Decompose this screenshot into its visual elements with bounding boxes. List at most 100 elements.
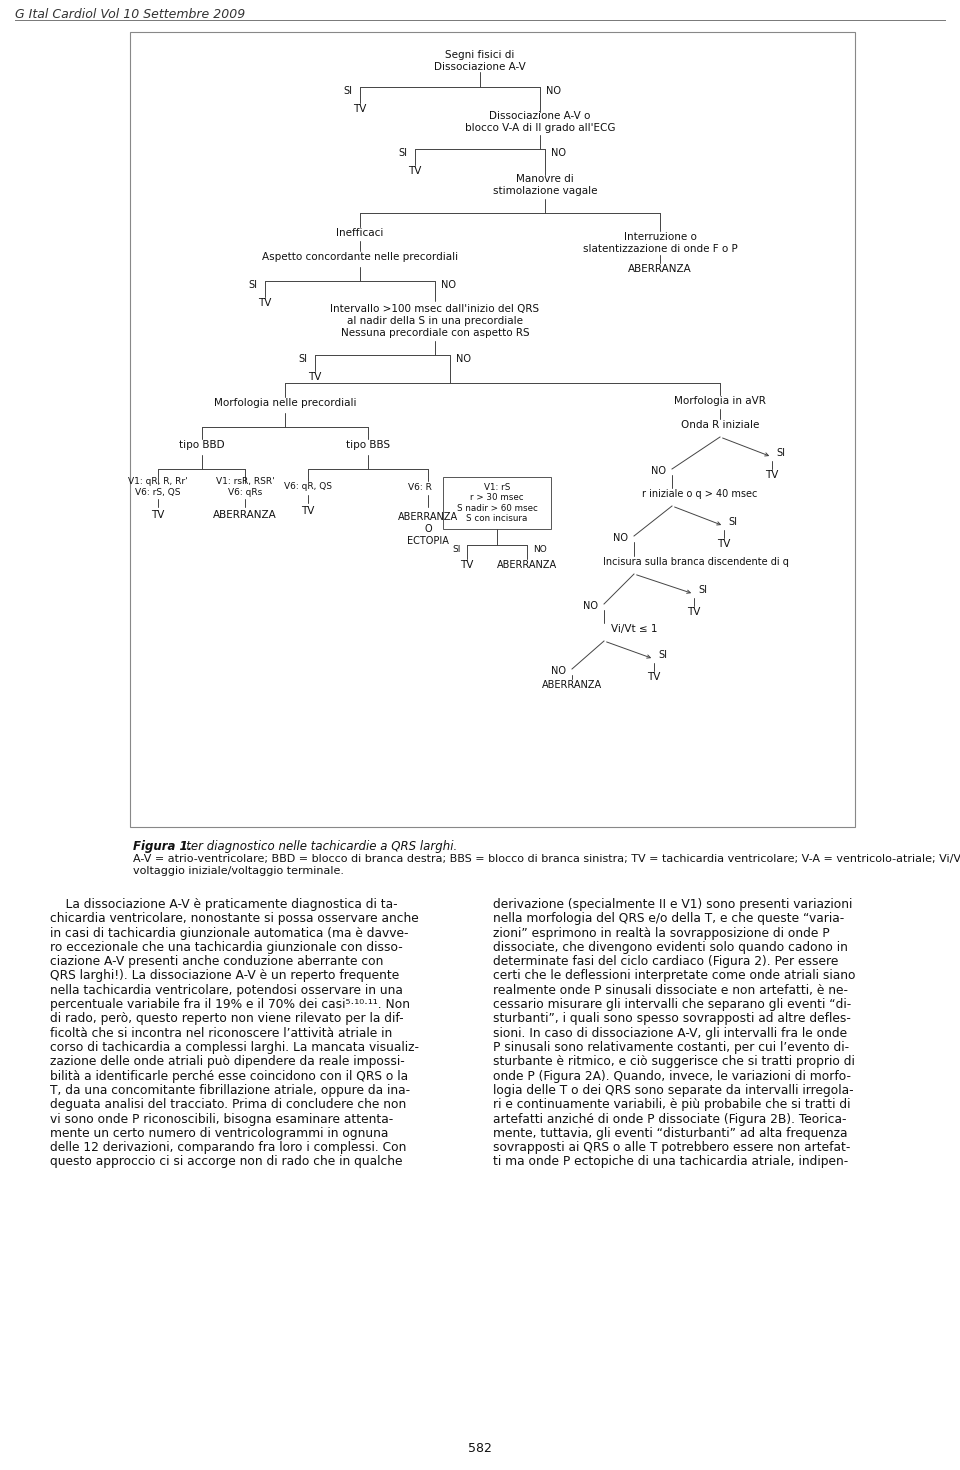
- Text: V6: qR, QS: V6: qR, QS: [284, 482, 332, 491]
- Text: A-V = atrio-ventricolare; BBD = blocco di branca destra; BBS = blocco di branca : A-V = atrio-ventricolare; BBD = blocco d…: [133, 854, 960, 864]
- Text: TV: TV: [258, 298, 272, 309]
- Text: ti ma onde P ectopiche di una tachicardia atriale, indipen-: ti ma onde P ectopiche di una tachicardi…: [493, 1155, 849, 1169]
- Text: sturbanti”, i quali sono spesso sovrapposti ad altre defles-: sturbanti”, i quali sono spesso sovrappo…: [493, 1013, 851, 1026]
- Text: V1: rsR, RSR'
V6: qRs: V1: rsR, RSR' V6: qRs: [216, 478, 275, 497]
- Text: ficoltà che si incontra nel riconoscere l’attività atriale in: ficoltà che si incontra nel riconoscere …: [50, 1026, 393, 1039]
- Text: realmente onde P sinusali dissociate e non artefatti, è ne-: realmente onde P sinusali dissociate e n…: [493, 983, 848, 997]
- Text: voltaggio iniziale/voltaggio terminale.: voltaggio iniziale/voltaggio terminale.: [133, 866, 344, 876]
- Text: SI: SI: [398, 148, 407, 157]
- Text: NO: NO: [613, 534, 628, 542]
- Text: SI: SI: [248, 279, 257, 290]
- Text: Inefficaci: Inefficaci: [336, 228, 384, 238]
- Text: ri e continuamente variabili, è più probabile che si tratti di: ri e continuamente variabili, è più prob…: [493, 1098, 851, 1111]
- Text: G Ital Cardiol Vol 10 Settembre 2009: G Ital Cardiol Vol 10 Settembre 2009: [15, 7, 245, 21]
- Text: dissociate, che divengono evidenti solo quando cadono in: dissociate, che divengono evidenti solo …: [493, 941, 848, 954]
- Text: nella morfologia del QRS e/o della T, e che queste “varia-: nella morfologia del QRS e/o della T, e …: [493, 913, 844, 925]
- Text: logia delle T o dei QRS sono separate da intervalli irregola-: logia delle T o dei QRS sono separate da…: [493, 1083, 853, 1097]
- Text: ABERRANZA: ABERRANZA: [542, 681, 602, 689]
- Text: ciazione A-V presenti anche conduzione aberrante con: ciazione A-V presenti anche conduzione a…: [50, 956, 383, 969]
- Text: 582: 582: [468, 1442, 492, 1455]
- Text: Intervallo >100 msec dall'inizio del QRS
al nadir della S in una precordiale
Nes: Intervallo >100 msec dall'inizio del QRS…: [330, 304, 540, 338]
- Bar: [443, 476, 551, 529]
- Text: tipo BBD: tipo BBD: [180, 440, 225, 450]
- Text: zazione delle onde atriali può dipendere da reale impossi-: zazione delle onde atriali può dipendere…: [50, 1055, 405, 1069]
- Text: Aspetto concordante nelle precordiali: Aspetto concordante nelle precordiali: [262, 251, 458, 262]
- Text: SI: SI: [343, 87, 352, 96]
- Text: di rado, però, questo reperto non viene rilevato per la dif-: di rado, però, questo reperto non viene …: [50, 1013, 403, 1026]
- Text: questo approccio ci si accorge non di rado che in qualche: questo approccio ci si accorge non di ra…: [50, 1155, 402, 1169]
- Text: Iter diagnostico nelle tachicardie a QRS larghi.: Iter diagnostico nelle tachicardie a QRS…: [179, 839, 457, 853]
- Text: certi che le deflessioni interpretate come onde atriali siano: certi che le deflessioni interpretate co…: [493, 970, 855, 982]
- Text: nella tachicardia ventricolare, potendosi osservare in una: nella tachicardia ventricolare, potendos…: [50, 983, 403, 997]
- Text: TV: TV: [301, 506, 315, 516]
- Text: TV: TV: [765, 470, 779, 481]
- Text: La dissociazione A-V è praticamente diagnostica di ta-: La dissociazione A-V è praticamente diag…: [50, 898, 397, 911]
- Text: TV: TV: [717, 539, 731, 548]
- Text: mente, tuttavia, gli eventi “disturbanti” ad alta frequenza: mente, tuttavia, gli eventi “disturbanti…: [493, 1127, 848, 1139]
- Text: NO: NO: [551, 666, 566, 676]
- Text: ro eccezionale che una tachicardia giunzionale con disso-: ro eccezionale che una tachicardia giunz…: [50, 941, 403, 954]
- Text: SI: SI: [728, 517, 737, 528]
- Text: onde P (Figura 2A). Quando, invece, le variazioni di morfo-: onde P (Figura 2A). Quando, invece, le v…: [493, 1070, 851, 1082]
- Text: sturbante è ritmico, e ciò suggerisce che si tratti proprio di: sturbante è ritmico, e ciò suggerisce ch…: [493, 1055, 854, 1069]
- Text: sioni. In caso di dissociazione A-V, gli intervalli fra le onde: sioni. In caso di dissociazione A-V, gli…: [493, 1026, 847, 1039]
- Text: V1: qR, R, Rr'
V6: rS, QS: V1: qR, R, Rr' V6: rS, QS: [129, 478, 188, 497]
- Text: TV: TV: [687, 607, 701, 617]
- Text: tipo BBS: tipo BBS: [346, 440, 390, 450]
- Text: TV: TV: [353, 104, 367, 115]
- Text: SI: SI: [698, 585, 707, 595]
- Text: Manovre di
stimolazione vagale: Manovre di stimolazione vagale: [492, 175, 597, 196]
- Text: TV: TV: [647, 672, 660, 682]
- Text: Morfologia in aVR: Morfologia in aVR: [674, 395, 766, 406]
- Text: ABERRANZA: ABERRANZA: [497, 560, 557, 570]
- Text: Incisura sulla branca discendente di q: Incisura sulla branca discendente di q: [603, 557, 789, 567]
- Text: ABERRANZA: ABERRANZA: [628, 265, 692, 273]
- Text: V6: R: V6: R: [408, 482, 432, 491]
- Text: bilità a identificarle perché esse coincidono con il QRS o la: bilità a identificarle perché esse coinc…: [50, 1070, 408, 1082]
- Text: T, da una concomitante fibrillazione atriale, oppure da ina-: T, da una concomitante fibrillazione atr…: [50, 1083, 410, 1097]
- Text: TV: TV: [308, 372, 322, 382]
- Text: Segni fisici di
Dissociazione A-V: Segni fisici di Dissociazione A-V: [434, 50, 526, 72]
- Text: determinate fasi del ciclo cardiaco (Figura 2). Per essere: determinate fasi del ciclo cardiaco (Fig…: [493, 956, 838, 969]
- Text: percentuale variabile fra il 19% e il 70% dei casi⁵·¹⁰·¹¹. Non: percentuale variabile fra il 19% e il 70…: [50, 998, 410, 1011]
- Text: Vi/Vt ≤ 1: Vi/Vt ≤ 1: [611, 623, 658, 634]
- Text: Interruzione o
slatentizzazione di onde F o P: Interruzione o slatentizzazione di onde …: [583, 232, 737, 254]
- Text: chicardia ventricolare, nonostante si possa osservare anche: chicardia ventricolare, nonostante si po…: [50, 913, 419, 925]
- Text: SI: SI: [452, 544, 461, 554]
- Text: mente un certo numero di ventricologrammi in ognuna: mente un certo numero di ventricologramm…: [50, 1127, 389, 1139]
- Text: vi sono onde P riconoscibili, bisogna esaminare attenta-: vi sono onde P riconoscibili, bisogna es…: [50, 1113, 394, 1126]
- Text: ABERRANZA
O
ECTOPIA: ABERRANZA O ECTOPIA: [398, 513, 458, 545]
- Text: Figura 1.: Figura 1.: [133, 839, 192, 853]
- Text: TV: TV: [460, 560, 473, 570]
- Text: NO: NO: [583, 601, 598, 612]
- Text: artefatti anziché di onde P dissociate (Figura 2B). Teorica-: artefatti anziché di onde P dissociate (…: [493, 1113, 847, 1126]
- Text: in casi di tachicardia giunzionale automatica (ma è davve-: in casi di tachicardia giunzionale autom…: [50, 926, 409, 939]
- Bar: [130, 32, 855, 828]
- Text: SI: SI: [298, 354, 307, 365]
- Text: NO: NO: [546, 87, 561, 96]
- Text: Onda R iniziale: Onda R iniziale: [681, 420, 759, 431]
- Text: SI: SI: [776, 448, 785, 459]
- Text: TV: TV: [152, 510, 165, 520]
- Text: zioni” esprimono in realtà la sovrapposizione di onde P: zioni” esprimono in realtà la sovrapposi…: [493, 926, 829, 939]
- Text: NO: NO: [533, 544, 547, 554]
- Text: P sinusali sono relativamente costanti, per cui l’evento di-: P sinusali sono relativamente costanti, …: [493, 1041, 850, 1054]
- Text: SI: SI: [658, 650, 667, 660]
- Text: NO: NO: [551, 148, 566, 157]
- Text: derivazione (specialmente II e V1) sono presenti variazioni: derivazione (specialmente II e V1) sono …: [493, 898, 852, 911]
- Text: ABERRANZA: ABERRANZA: [213, 510, 276, 520]
- Text: cessario misurare gli intervalli che separano gli eventi “di-: cessario misurare gli intervalli che sep…: [493, 998, 852, 1011]
- Text: NO: NO: [441, 279, 456, 290]
- Text: deguata analisi del tracciato. Prima di concludere che non: deguata analisi del tracciato. Prima di …: [50, 1098, 406, 1111]
- Text: QRS larghi!). La dissociazione A-V è un reperto frequente: QRS larghi!). La dissociazione A-V è un …: [50, 970, 399, 982]
- Text: Dissociazione A-V o
blocco V-A di II grado all'ECG: Dissociazione A-V o blocco V-A di II gra…: [465, 112, 615, 132]
- Text: V1: rS
r > 30 msec
S nadir > 60 msec
S con incisura: V1: rS r > 30 msec S nadir > 60 msec S c…: [457, 484, 538, 523]
- Text: TV: TV: [408, 166, 421, 176]
- Text: r iniziale o q > 40 msec: r iniziale o q > 40 msec: [642, 490, 757, 498]
- Text: Morfologia nelle precordiali: Morfologia nelle precordiali: [214, 398, 356, 409]
- Text: corso di tachicardia a complessi larghi. La mancata visualiz-: corso di tachicardia a complessi larghi.…: [50, 1041, 419, 1054]
- Text: delle 12 derivazioni, comparando fra loro i complessi. Con: delle 12 derivazioni, comparando fra lor…: [50, 1141, 406, 1154]
- Text: NO: NO: [651, 466, 666, 476]
- Text: NO: NO: [456, 354, 471, 365]
- Text: sovrapposti ai QRS o alle T potrebbero essere non artefat-: sovrapposti ai QRS o alle T potrebbero e…: [493, 1141, 851, 1154]
